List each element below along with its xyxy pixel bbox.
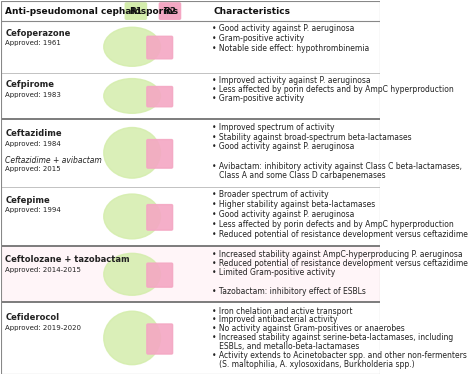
Text: • Limited Gram-positive activity: • Limited Gram-positive activity: [211, 268, 335, 278]
Text: • Improved spectrum of activity: • Improved spectrum of activity: [211, 123, 334, 132]
Text: • Tazobactam: inhibitory effect of ESBLs: • Tazobactam: inhibitory effect of ESBLs: [211, 287, 365, 296]
Text: • Higher stability against beta-lactamases: • Higher stability against beta-lactamas…: [211, 200, 375, 209]
Text: • Good activity against P. aeruginosa: • Good activity against P. aeruginosa: [211, 142, 354, 152]
Text: Characteristics: Characteristics: [213, 7, 291, 16]
Text: Approved: 1961: Approved: 1961: [5, 40, 61, 46]
FancyBboxPatch shape: [147, 263, 173, 287]
Text: Ceftazidime + avibactam: Ceftazidime + avibactam: [5, 156, 102, 165]
Bar: [1, 2, 380, 21]
Text: • Activity extends to Acinetobacter spp. and other non-fermenters: • Activity extends to Acinetobacter spp.…: [211, 351, 466, 360]
FancyBboxPatch shape: [125, 3, 146, 19]
Text: Cefpirome: Cefpirome: [5, 80, 54, 89]
Text: • Increased stability against serine-beta-lactamases, including: • Increased stability against serine-bet…: [211, 333, 453, 342]
Bar: [1, 21, 380, 73]
Text: • Gram-positive activity: • Gram-positive activity: [211, 34, 304, 43]
Text: • Reduced potential of resistance development versus ceftazidime: • Reduced potential of resistance develo…: [211, 230, 467, 239]
Text: Approved: 1983: Approved: 1983: [5, 92, 61, 98]
Text: • Gram-positive activity: • Gram-positive activity: [211, 94, 304, 103]
Text: • Reduced potential of resistance development versus ceftazidime: • Reduced potential of resistance develo…: [211, 259, 467, 268]
Text: Approved: 2014-2015: Approved: 2014-2015: [5, 267, 81, 273]
Text: • Notable side effect: hypothrombinemia: • Notable side effect: hypothrombinemia: [211, 44, 369, 53]
Bar: [1, 246, 380, 302]
Text: (S. maltophilia, A. xylosoxidans, Burkholderia spp.): (S. maltophilia, A. xylosoxidans, Burkho…: [211, 360, 414, 369]
Text: Cefepime: Cefepime: [5, 195, 50, 204]
FancyBboxPatch shape: [147, 205, 173, 230]
Text: • Stability against broad-spectrum beta-lactamases: • Stability against broad-spectrum beta-…: [211, 133, 411, 142]
Text: Approved: 1984: Approved: 1984: [5, 141, 61, 147]
Text: • Improved activity against P. aeruginosa: • Improved activity against P. aeruginos…: [211, 76, 370, 85]
Text: • Avibactam: inhibitory activity against Class C beta-lactamases,: • Avibactam: inhibitory activity against…: [211, 162, 462, 171]
FancyBboxPatch shape: [147, 36, 173, 59]
Text: Approved: 2015: Approved: 2015: [5, 166, 61, 172]
Text: • Less affected by porin defects and by AmpC hyperproduction: • Less affected by porin defects and by …: [211, 220, 454, 229]
Text: • Improved antibacterial activity: • Improved antibacterial activity: [211, 315, 337, 324]
Ellipse shape: [104, 128, 160, 178]
Ellipse shape: [104, 79, 160, 113]
Text: • No activity against Gram-positives or anaerobes: • No activity against Gram-positives or …: [211, 324, 404, 333]
FancyBboxPatch shape: [159, 3, 181, 19]
Text: • Good activity against P. aeruginosa: • Good activity against P. aeruginosa: [211, 210, 354, 219]
FancyBboxPatch shape: [147, 140, 173, 168]
Text: • Increased stability against AmpC-hyperproducing P. aeruginosa: • Increased stability against AmpC-hyper…: [211, 250, 462, 259]
Ellipse shape: [104, 254, 160, 295]
Text: Ceftazidime: Ceftazidime: [5, 129, 62, 138]
Text: Approved: 1994: Approved: 1994: [5, 207, 61, 213]
Text: ESBLs, and metallo-beta-lactamases: ESBLs, and metallo-beta-lactamases: [211, 342, 359, 351]
Bar: [1, 302, 380, 374]
Text: Cefiderocol: Cefiderocol: [5, 313, 59, 322]
Text: • Less affected by porin defects and by AmpC hyperproduction: • Less affected by porin defects and by …: [211, 85, 454, 94]
Text: Cefoperazone: Cefoperazone: [5, 28, 71, 38]
Text: Class A and some Class D carbapenemases: Class A and some Class D carbapenemases: [211, 171, 385, 180]
Text: R2: R2: [164, 7, 176, 16]
Text: Approved: 2019-2020: Approved: 2019-2020: [5, 325, 81, 331]
Text: • Iron chelation and active transport: • Iron chelation and active transport: [211, 306, 352, 315]
FancyBboxPatch shape: [147, 324, 173, 354]
Text: Anti-pseudomonal cephalosporins: Anti-pseudomonal cephalosporins: [5, 7, 178, 16]
FancyBboxPatch shape: [147, 87, 173, 107]
Text: Ceftolozane + tazobactam: Ceftolozane + tazobactam: [5, 255, 130, 264]
Text: • Good activity against P. aeruginosa: • Good activity against P. aeruginosa: [211, 24, 354, 33]
Bar: [1, 119, 380, 187]
Text: R1: R1: [129, 7, 142, 16]
Text: • Broader spectrum of activity: • Broader spectrum of activity: [211, 190, 328, 199]
Ellipse shape: [104, 311, 160, 365]
Ellipse shape: [104, 27, 160, 66]
Bar: [1, 73, 380, 119]
Bar: [1, 187, 380, 246]
Ellipse shape: [104, 194, 160, 239]
